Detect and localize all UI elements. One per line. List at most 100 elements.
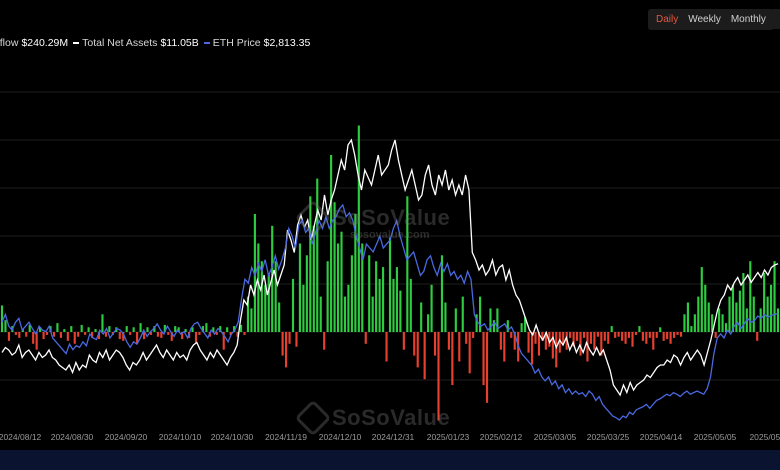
- range-daily-button[interactable]: Daily: [656, 14, 679, 25]
- inflow-bar: [738, 290, 741, 332]
- inflow-bar: [479, 296, 482, 332]
- inflow-bar: [711, 314, 714, 332]
- inflow-bar: [194, 332, 198, 344]
- inflow-bar: [226, 327, 229, 332]
- inflow-bar: [309, 196, 312, 332]
- inflow-bar: [752, 296, 755, 332]
- inflow-bar: [693, 314, 696, 332]
- inflow-bar: [25, 332, 28, 337]
- range-weekly-button[interactable]: Weekly: [688, 14, 721, 25]
- inflow-bar: [274, 261, 277, 332]
- inflow-bar: [330, 155, 333, 332]
- inflow-bar: [87, 327, 90, 332]
- inflow-bar: [361, 243, 364, 332]
- inflow-bar: [763, 273, 766, 332]
- inflow-bar: [198, 332, 201, 335]
- legend-swatch: [203, 42, 210, 44]
- inflow-bar: [534, 332, 537, 344]
- inflow-bar: [350, 255, 353, 332]
- inflow-bar: [576, 332, 579, 341]
- inflow-bar: [253, 214, 256, 332]
- x-tick-label: 2024/12/31: [371, 432, 415, 442]
- eth-price-line: [1, 203, 779, 421]
- inflow-bar: [520, 323, 523, 332]
- inflow-bar: [593, 332, 596, 350]
- inflow-bar: [118, 332, 121, 340]
- inflow-bar: [707, 302, 710, 332]
- inflow-bar: [385, 332, 388, 362]
- inflow-bar: [45, 332, 49, 335]
- range-extra-button[interactable]: [772, 9, 780, 29]
- inflow-bar: [679, 332, 683, 337]
- inflow-bar: [492, 320, 495, 332]
- inflow-bar: [472, 332, 475, 338]
- inflow-bar: [631, 332, 634, 347]
- x-tick-label: 2025/01/23: [426, 432, 470, 442]
- inflow-bar: [648, 332, 651, 338]
- legend-inflow[interactable]: Inflow $240.29M: [0, 37, 68, 49]
- inflow-bar: [447, 332, 450, 350]
- inflow-bar: [181, 332, 184, 340]
- inflow-bar: [485, 332, 489, 403]
- inflow-bar: [513, 332, 516, 350]
- inflow-bar: [142, 332, 146, 340]
- inflow-bar: [683, 314, 686, 332]
- inflow-bar: [558, 332, 561, 353]
- inflow-bar: [589, 332, 592, 344]
- inflow-bar: [437, 332, 440, 421]
- inflow-bar: [167, 332, 170, 335]
- inflow-bar: [170, 332, 173, 341]
- inflow-bar: [364, 332, 367, 344]
- inflow-bar: [63, 329, 66, 332]
- range-monthly-button[interactable]: Monthly: [730, 14, 766, 25]
- inflow-bar: [35, 332, 38, 350]
- range-navigator[interactable]: [0, 450, 780, 470]
- inflow-bar: [267, 273, 270, 332]
- inflow-bar: [18, 332, 21, 338]
- inflow-bar: [357, 125, 360, 332]
- inflow-bar: [129, 332, 132, 335]
- inflow-bar: [278, 302, 281, 332]
- inflow-bar: [257, 243, 260, 332]
- inflow-bar: [569, 332, 572, 338]
- inflow-bar: [163, 324, 166, 332]
- inflow-bar: [614, 332, 617, 338]
- inflow-bar: [582, 332, 586, 338]
- inflow-bar: [125, 326, 128, 332]
- legend-eth-price[interactable]: ETH Price $2,813.35: [203, 37, 310, 49]
- inflow-bar: [468, 332, 471, 374]
- inflow-bar: [174, 326, 177, 332]
- inflow-bar: [700, 267, 703, 332]
- inflow-bar: [724, 323, 728, 332]
- inflow-bar: [427, 314, 430, 332]
- inflow-bar: [260, 261, 263, 332]
- inflow-bar: [368, 255, 371, 332]
- inflow-bar: [354, 214, 357, 332]
- inflow-bar: [489, 308, 492, 332]
- legend-label: ETH Price: [212, 37, 261, 49]
- inflow-bar: [281, 332, 284, 356]
- inflow-bar: [666, 332, 669, 340]
- inflow-bar: [659, 327, 662, 332]
- inflow-bar: [392, 278, 395, 332]
- inflow-bar: [97, 332, 101, 340]
- inflow-bar: [617, 332, 620, 337]
- inflow-bar: [305, 255, 308, 332]
- inflow-bar: [146, 327, 149, 332]
- inflow-bar: [721, 314, 724, 332]
- inflow-bar: [316, 178, 319, 332]
- inflow-bar: [749, 261, 752, 332]
- inflow-bar: [59, 332, 62, 338]
- inflow-bar: [132, 327, 135, 332]
- inflow-bar: [298, 243, 301, 332]
- x-tick-label: 2025/05/: [749, 432, 780, 442]
- legend-total-net-assets[interactable]: Total Net Assets $11.05B: [73, 37, 199, 49]
- inflow-bar: [323, 332, 326, 350]
- inflow-bar: [21, 329, 24, 332]
- inflow-bar: [704, 284, 707, 332]
- inflow-bar: [246, 296, 250, 332]
- inflow-bar: [371, 296, 374, 332]
- inflow-bar: [177, 327, 180, 332]
- inflow-bar: [319, 296, 322, 332]
